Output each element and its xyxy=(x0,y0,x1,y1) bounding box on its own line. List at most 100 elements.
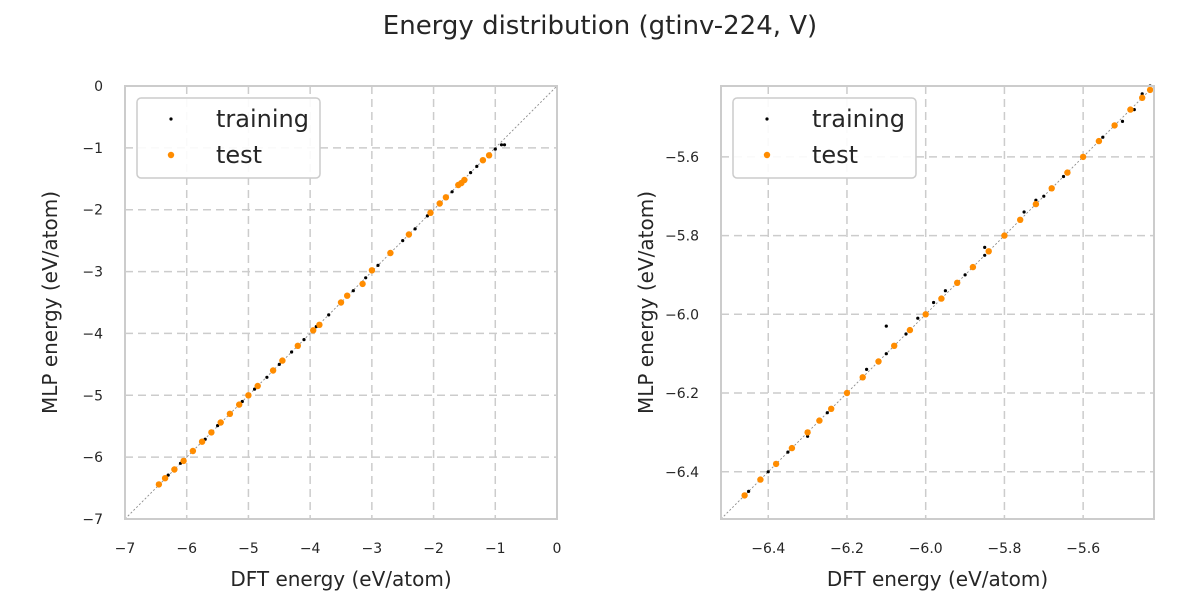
data-point-test xyxy=(1064,169,1071,176)
data-point-test xyxy=(461,176,468,184)
data-point-training xyxy=(786,450,790,454)
data-point-training xyxy=(364,276,368,280)
y-tick-label: −2 xyxy=(82,203,103,219)
data-point-training xyxy=(932,300,936,305)
data-point-training xyxy=(747,489,751,493)
data-point-test xyxy=(189,447,197,455)
data-point-training xyxy=(493,147,497,151)
data-point-test xyxy=(969,263,977,271)
x-tick-label: 0 xyxy=(553,541,562,557)
data-point-test xyxy=(922,311,929,318)
data-point-training xyxy=(983,253,987,257)
data-point-test xyxy=(1032,200,1040,208)
scatter-panel-right: −6.4 −6.2 −6.0 −5.8 −5.6 −6.4 −6.2 −6.0 −5.8 −5.6… xyxy=(634,84,1155,591)
y-tick-label: −5.6 xyxy=(665,150,699,166)
x-axis-label: DFT energy (eV/atom) xyxy=(827,567,1048,591)
legend-marker-test xyxy=(167,151,175,159)
data-point-test xyxy=(344,292,351,299)
y-axis-label: MLP energy (eV/atom) xyxy=(38,191,62,414)
x-tick-label: −6 xyxy=(176,541,197,557)
data-point-training xyxy=(166,473,170,477)
data-point-training xyxy=(1120,119,1125,123)
data-point-test xyxy=(269,367,277,374)
data-point-test xyxy=(938,295,945,302)
legend: training test xyxy=(136,97,321,179)
data-point-training xyxy=(904,332,908,336)
data-point-test xyxy=(1095,137,1103,145)
data-point-training xyxy=(825,411,829,415)
data-point-test xyxy=(208,429,215,436)
data-point-test xyxy=(804,429,811,436)
y-tick-label: −5.8 xyxy=(665,229,699,245)
data-point-test xyxy=(161,475,169,482)
data-point-training xyxy=(1140,92,1144,96)
x-tick-label: −5.6 xyxy=(1066,541,1100,557)
data-point-test xyxy=(479,157,487,164)
y-axis-label: MLP energy (eV/atom) xyxy=(634,191,658,414)
plot-frame xyxy=(720,85,1155,520)
data-point-training xyxy=(290,350,294,354)
legend-marker-training xyxy=(169,117,173,121)
data-point-test xyxy=(843,389,851,397)
data-point-test xyxy=(387,249,394,257)
legend-label-test: test xyxy=(216,141,262,169)
data-point-test xyxy=(1079,153,1087,161)
data-point-training xyxy=(351,289,355,293)
data-point-training xyxy=(376,263,380,267)
data-point-training xyxy=(240,399,244,404)
data-point-test xyxy=(254,382,261,390)
data-point-training xyxy=(413,227,417,231)
data-point-test xyxy=(1017,216,1024,223)
data-point-test xyxy=(1146,86,1154,94)
legend-box xyxy=(136,97,321,179)
data-point-test xyxy=(757,476,764,483)
data-point-training xyxy=(884,352,888,356)
x-tick-label: −6.0 xyxy=(909,541,943,557)
plot-frame xyxy=(124,85,558,520)
data-point-training xyxy=(265,375,269,379)
y-tick-label: −3 xyxy=(82,265,103,281)
data-point-training xyxy=(1034,198,1038,202)
data-point-training xyxy=(401,239,405,243)
data-point-training xyxy=(865,367,869,371)
data-point-training xyxy=(963,273,967,277)
data-point-training xyxy=(499,143,504,147)
data-point-test xyxy=(337,299,345,306)
data-point-test xyxy=(217,419,224,426)
data-point-test xyxy=(741,492,748,499)
data-point-training xyxy=(469,171,473,175)
data-point-test xyxy=(198,438,206,445)
data-point-test xyxy=(294,342,301,349)
data-point-training xyxy=(277,362,281,366)
legend-box xyxy=(732,97,917,179)
data-point-training xyxy=(450,190,454,194)
data-point-training xyxy=(502,143,507,147)
data-point-test xyxy=(891,342,898,349)
data-point-test xyxy=(226,410,234,417)
x-axis-label: DFT energy (eV/atom) xyxy=(230,567,451,591)
data-point-test xyxy=(442,194,450,201)
data-point-test xyxy=(236,401,243,408)
data-point-test xyxy=(788,444,796,452)
x-tick-label: −2 xyxy=(423,541,444,557)
y-tick-label: −5 xyxy=(82,388,103,404)
data-point-test xyxy=(436,200,443,207)
legend-label-test: test xyxy=(812,141,858,169)
data-point-training xyxy=(475,164,479,168)
x-tick-label: −4 xyxy=(300,541,321,557)
data-point-training xyxy=(327,313,331,317)
y-tick-label: −6.0 xyxy=(665,307,699,323)
y-tick-label: −6.2 xyxy=(665,386,699,402)
data-point-test xyxy=(155,481,163,488)
y-tick-label: −6 xyxy=(82,450,103,466)
data-point-training xyxy=(943,289,948,293)
data-point-test xyxy=(772,460,780,468)
x-tick-label: −7 xyxy=(115,541,136,557)
legend-marker-test xyxy=(763,151,771,159)
legend-label-training: training xyxy=(812,105,905,133)
y-tick-label: −6.4 xyxy=(665,465,699,481)
data-point-test xyxy=(1048,185,1055,192)
x-tick-label: −6.2 xyxy=(830,541,864,557)
data-point-test xyxy=(405,231,413,238)
